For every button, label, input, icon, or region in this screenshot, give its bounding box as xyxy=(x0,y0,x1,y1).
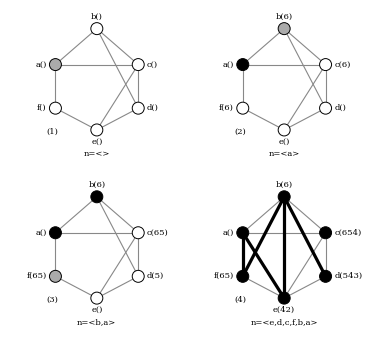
Circle shape xyxy=(237,227,249,239)
Circle shape xyxy=(91,124,103,136)
Text: (4): (4) xyxy=(234,296,246,304)
Text: n=<b,a>: n=<b,a> xyxy=(77,318,117,326)
Circle shape xyxy=(50,102,61,114)
Text: e(): e() xyxy=(91,137,102,146)
Circle shape xyxy=(91,292,103,304)
Text: c(65): c(65) xyxy=(147,229,169,237)
Text: c(): c() xyxy=(147,61,158,69)
Text: a(): a() xyxy=(223,61,234,69)
Text: f(65): f(65) xyxy=(214,272,234,280)
Text: c(654): c(654) xyxy=(334,229,362,237)
Text: b(6): b(6) xyxy=(88,181,106,189)
Circle shape xyxy=(320,227,331,239)
Text: d(): d() xyxy=(147,104,159,112)
Circle shape xyxy=(132,270,144,282)
Text: (1): (1) xyxy=(47,128,59,136)
Text: d(543): d(543) xyxy=(334,272,362,280)
Circle shape xyxy=(278,292,290,304)
Circle shape xyxy=(237,102,249,114)
Circle shape xyxy=(320,58,331,70)
Circle shape xyxy=(278,23,290,35)
Text: (2): (2) xyxy=(234,128,246,136)
Text: b(6): b(6) xyxy=(275,13,293,21)
Text: n=<e,d,c,f,b,a>: n=<e,d,c,f,b,a> xyxy=(250,318,318,326)
Circle shape xyxy=(50,227,61,239)
Text: n=<a>: n=<a> xyxy=(269,149,300,158)
Text: n=<>: n=<> xyxy=(84,149,110,158)
Text: d(5): d(5) xyxy=(147,272,164,280)
Circle shape xyxy=(132,227,144,239)
Circle shape xyxy=(50,58,61,70)
Text: f(): f() xyxy=(37,104,47,112)
Text: e(): e() xyxy=(279,137,290,146)
Text: e(): e() xyxy=(91,306,102,314)
Circle shape xyxy=(237,58,249,70)
Circle shape xyxy=(320,270,331,282)
Text: f(6): f(6) xyxy=(219,104,234,112)
Text: a(): a() xyxy=(35,229,47,237)
Circle shape xyxy=(320,102,331,114)
Text: b(): b() xyxy=(91,13,103,21)
Text: (3): (3) xyxy=(47,296,59,304)
Text: c(6): c(6) xyxy=(334,61,351,69)
Circle shape xyxy=(91,23,103,35)
Circle shape xyxy=(278,124,290,136)
Circle shape xyxy=(132,102,144,114)
Text: f(65): f(65) xyxy=(26,272,47,280)
Circle shape xyxy=(237,270,249,282)
Text: d(): d() xyxy=(334,104,346,112)
Circle shape xyxy=(132,58,144,70)
Circle shape xyxy=(91,191,103,203)
Text: a(): a() xyxy=(223,229,234,237)
Text: a(): a() xyxy=(35,61,47,69)
Circle shape xyxy=(50,270,61,282)
Circle shape xyxy=(278,191,290,203)
Text: e(42): e(42) xyxy=(273,306,295,314)
Text: b(6): b(6) xyxy=(275,181,293,189)
